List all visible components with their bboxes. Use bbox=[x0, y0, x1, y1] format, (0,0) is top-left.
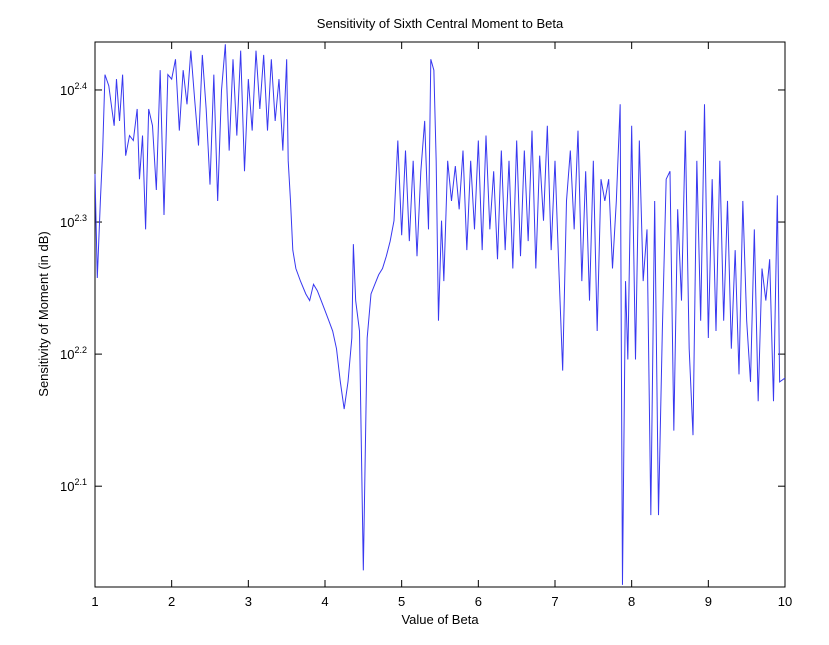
x-tick-label: 1 bbox=[91, 594, 98, 609]
y-tick-base: 10 bbox=[60, 215, 74, 230]
x-tick-label: 5 bbox=[398, 594, 405, 609]
y-tick-label: 102.3 bbox=[60, 213, 87, 230]
y-tick-exponent: 2.2 bbox=[74, 345, 87, 355]
data-line bbox=[94, 44, 786, 585]
x-tick-label: 4 bbox=[321, 594, 328, 609]
y-tick-base: 10 bbox=[60, 479, 74, 494]
x-tick-label: 3 bbox=[245, 594, 252, 609]
y-tick-label: 102.1 bbox=[60, 477, 87, 494]
chart-title: Sensitivity of Sixth Central Moment to B… bbox=[317, 16, 564, 31]
x-tick-label: 6 bbox=[475, 594, 482, 609]
y-tick-base: 10 bbox=[60, 83, 74, 98]
y-tick-label: 102.2 bbox=[60, 345, 87, 362]
x-axis-label: Value of Beta bbox=[401, 612, 479, 627]
y-tick-base: 10 bbox=[60, 347, 74, 362]
x-tick-label: 9 bbox=[705, 594, 712, 609]
y-tick-label: 102.4 bbox=[60, 81, 87, 98]
x-tick-label: 7 bbox=[551, 594, 558, 609]
y-axis-label: Sensitivity of Moment (in dB) bbox=[36, 231, 51, 396]
y-tick-exponent: 2.3 bbox=[74, 213, 87, 223]
x-tick-label: 10 bbox=[778, 594, 792, 609]
y-tick-exponent: 2.1 bbox=[74, 477, 87, 487]
x-tick-label: 8 bbox=[628, 594, 635, 609]
y-tick-exponent: 2.4 bbox=[74, 81, 87, 91]
x-tick-label: 2 bbox=[168, 594, 175, 609]
plot-frame bbox=[94, 41, 786, 588]
